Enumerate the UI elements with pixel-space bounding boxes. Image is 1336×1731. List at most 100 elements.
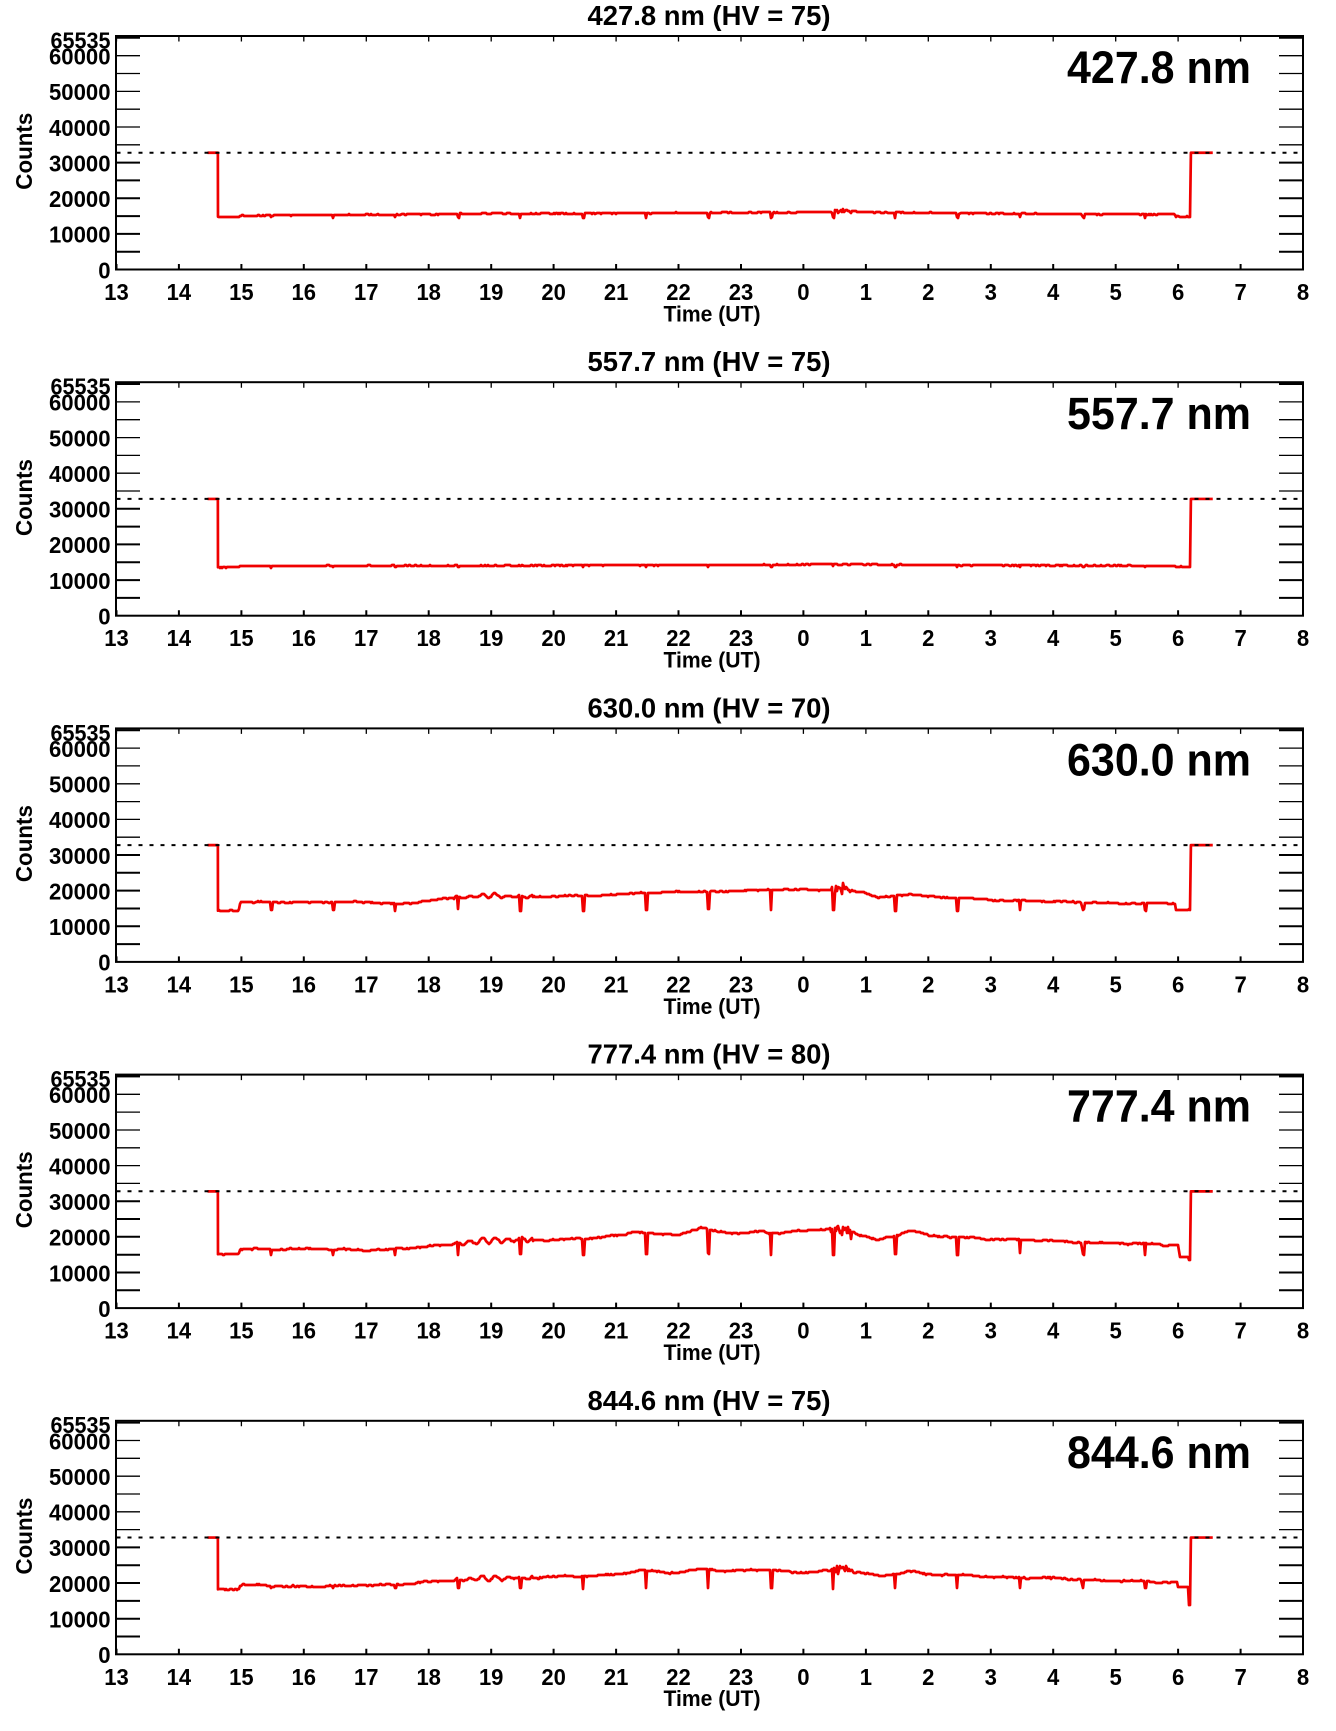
svg-text:0: 0 [98, 1642, 110, 1668]
svg-text:40000: 40000 [49, 115, 111, 141]
svg-text:4: 4 [1047, 625, 1059, 651]
svg-text:65535: 65535 [51, 1066, 111, 1092]
svg-text:16: 16 [292, 279, 317, 305]
svg-text:18: 18 [416, 625, 441, 651]
svg-text:7: 7 [1234, 1664, 1246, 1690]
svg-text:427.8 nm (HV = 75): 427.8 nm (HV = 75) [588, 0, 831, 31]
svg-text:6: 6 [1172, 625, 1184, 651]
svg-text:17: 17 [354, 279, 379, 305]
svg-text:23: 23 [729, 971, 754, 997]
svg-text:22: 22 [666, 279, 691, 305]
svg-text:3: 3 [985, 1664, 997, 1690]
svg-text:5: 5 [1110, 1318, 1122, 1344]
svg-text:65535: 65535 [51, 1412, 111, 1438]
svg-text:2: 2 [922, 625, 934, 651]
svg-text:0: 0 [797, 1664, 809, 1690]
svg-text:65535: 65535 [51, 720, 111, 746]
svg-text:4: 4 [1047, 1664, 1059, 1690]
svg-text:22: 22 [666, 625, 691, 651]
svg-text:630.0 nm: 630.0 nm [1067, 734, 1251, 785]
svg-text:1: 1 [860, 279, 872, 305]
svg-text:0: 0 [797, 971, 809, 997]
svg-text:1: 1 [860, 1664, 872, 1690]
svg-text:50000: 50000 [49, 79, 111, 105]
svg-text:10000: 10000 [49, 568, 111, 594]
svg-text:777.4 nm: 777.4 nm [1067, 1081, 1251, 1132]
svg-text:4: 4 [1047, 971, 1059, 997]
svg-text:21: 21 [604, 279, 629, 305]
svg-text:2: 2 [922, 1318, 934, 1344]
svg-text:16: 16 [292, 971, 317, 997]
svg-text:Counts: Counts [11, 805, 37, 882]
svg-text:23: 23 [729, 625, 754, 651]
svg-text:50000: 50000 [49, 1464, 111, 1490]
svg-text:20000: 20000 [49, 532, 111, 558]
svg-text:4: 4 [1047, 1318, 1059, 1344]
svg-text:18: 18 [416, 1664, 441, 1690]
svg-text:3: 3 [985, 279, 997, 305]
svg-text:Counts: Counts [11, 1498, 37, 1575]
svg-text:844.6 nm: 844.6 nm [1067, 1427, 1251, 1478]
svg-text:20: 20 [541, 1664, 566, 1690]
svg-text:18: 18 [416, 971, 441, 997]
svg-text:Time (UT): Time (UT) [664, 648, 761, 673]
svg-text:20000: 20000 [49, 1571, 111, 1597]
svg-text:20000: 20000 [49, 186, 111, 212]
svg-text:30000: 30000 [49, 150, 111, 176]
svg-text:0: 0 [98, 950, 110, 976]
svg-text:2: 2 [922, 1664, 934, 1690]
svg-text:14: 14 [167, 625, 192, 651]
svg-text:0: 0 [98, 1296, 110, 1322]
svg-text:7: 7 [1234, 279, 1246, 305]
svg-text:65535: 65535 [51, 27, 111, 53]
svg-text:13: 13 [104, 971, 129, 997]
svg-text:0: 0 [797, 279, 809, 305]
svg-text:15: 15 [229, 971, 254, 997]
svg-text:40000: 40000 [49, 1153, 111, 1179]
svg-text:Time (UT): Time (UT) [664, 1686, 761, 1711]
svg-text:19: 19 [479, 279, 504, 305]
svg-text:8: 8 [1297, 971, 1309, 997]
svg-text:5: 5 [1110, 1664, 1122, 1690]
svg-text:50000: 50000 [49, 1118, 111, 1144]
svg-text:19: 19 [479, 971, 504, 997]
svg-text:16: 16 [292, 1664, 317, 1690]
svg-text:30000: 30000 [49, 1535, 111, 1561]
svg-text:6: 6 [1172, 1318, 1184, 1344]
svg-text:7: 7 [1234, 1318, 1246, 1344]
svg-text:23: 23 [729, 279, 754, 305]
svg-text:65535: 65535 [51, 374, 111, 400]
svg-text:17: 17 [354, 625, 379, 651]
svg-text:30000: 30000 [49, 1189, 111, 1215]
svg-text:30000: 30000 [49, 843, 111, 869]
svg-text:15: 15 [229, 1318, 254, 1344]
svg-text:Time (UT): Time (UT) [664, 1340, 761, 1365]
svg-text:1: 1 [860, 971, 872, 997]
svg-text:14: 14 [167, 971, 192, 997]
svg-text:40000: 40000 [49, 1500, 111, 1526]
svg-text:3: 3 [985, 1318, 997, 1344]
svg-text:16: 16 [292, 1318, 317, 1344]
svg-text:15: 15 [229, 625, 254, 651]
svg-text:630.0 nm (HV = 70): 630.0 nm (HV = 70) [588, 692, 831, 723]
svg-text:7: 7 [1234, 625, 1246, 651]
svg-text:7: 7 [1234, 971, 1246, 997]
svg-text:17: 17 [354, 1664, 379, 1690]
svg-text:Time (UT): Time (UT) [664, 301, 761, 326]
svg-text:14: 14 [167, 279, 192, 305]
svg-text:6: 6 [1172, 1664, 1184, 1690]
svg-text:19: 19 [479, 1318, 504, 1344]
svg-text:13: 13 [104, 1318, 129, 1344]
svg-text:Counts: Counts [11, 113, 37, 190]
svg-text:0: 0 [797, 1318, 809, 1344]
svg-text:15: 15 [229, 1664, 254, 1690]
svg-text:19: 19 [479, 1664, 504, 1690]
svg-text:3: 3 [985, 625, 997, 651]
svg-text:20000: 20000 [49, 1225, 111, 1251]
svg-text:4: 4 [1047, 279, 1059, 305]
svg-text:20: 20 [541, 625, 566, 651]
svg-text:3: 3 [985, 971, 997, 997]
svg-text:Counts: Counts [11, 459, 37, 536]
svg-text:6: 6 [1172, 971, 1184, 997]
svg-text:2: 2 [922, 971, 934, 997]
